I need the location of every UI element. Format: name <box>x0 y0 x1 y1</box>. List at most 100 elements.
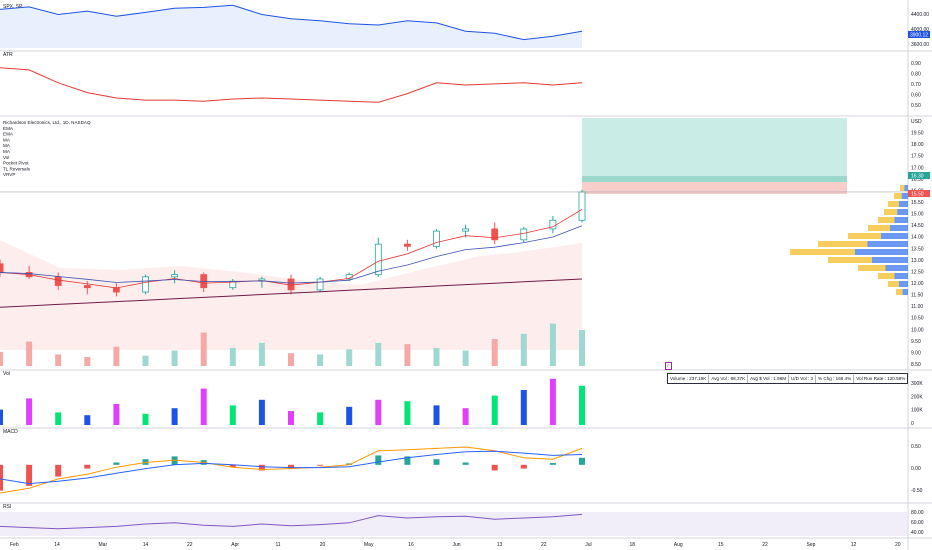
vrvp-bar-up <box>790 249 855 255</box>
volume-bar <box>200 388 207 425</box>
macd-histogram-bar <box>433 459 440 465</box>
overlay-volume-bar <box>549 323 556 366</box>
candle-body <box>316 278 324 291</box>
volume-bar <box>404 401 411 425</box>
candle-body <box>0 263 4 273</box>
volume-bar <box>113 404 120 425</box>
vrvp-bar-up <box>878 217 895 223</box>
ema-fast-line <box>0 209 583 289</box>
volume-bar <box>520 390 527 425</box>
event-flag[interactable]: F <box>665 362 672 370</box>
spx-line <box>0 4 583 41</box>
macd-histogram-bar <box>375 455 382 465</box>
stop-zone[interactable] <box>582 182 847 194</box>
main-axis-tick: 11.00 <box>911 304 923 310</box>
volume-bar <box>258 399 265 425</box>
target-zone[interactable] <box>582 118 847 176</box>
legend-entry: TL Reversals <box>3 166 31 171</box>
main-axis-tick: 11.50 <box>911 293 923 299</box>
rsi-pane-label: RSI <box>3 504 11 510</box>
time-axis-label: 12 <box>851 542 857 548</box>
overlay-volume-bar <box>288 353 294 366</box>
vrvp-bar-down <box>885 265 908 271</box>
main-axis-tick: 12.00 <box>911 281 924 287</box>
rsi-axis-tick: 40.00 <box>911 530 924 536</box>
main-axis-tick: 17.00 <box>911 165 924 171</box>
vrvp-bar-down <box>890 225 908 231</box>
vrvp-bar-down <box>854 249 908 255</box>
vrvp-bar-up <box>888 281 899 287</box>
vrvp-bar-down <box>881 233 908 239</box>
stat-vol-run-rate: Vol Run Rate : 120.58% <box>856 375 906 381</box>
vrvp-bar-down <box>897 209 908 215</box>
time-axis-label: 22 <box>187 542 193 548</box>
spx-last-box <box>908 31 930 38</box>
main-axis-tick: 14.00 <box>911 235 924 241</box>
rsi-axis-tick: 60.00 <box>911 520 924 526</box>
vrvp-bar-up <box>848 233 881 239</box>
overlay-volume-bar <box>462 350 469 366</box>
macd-histogram-bar <box>84 464 91 469</box>
time-axis-label: 18 <box>630 542 636 548</box>
atr-line <box>0 67 583 103</box>
main-axis-tick: USD <box>911 119 922 125</box>
main-axis-tick: 9.50 <box>911 339 921 345</box>
atr-axis-tick: 0.90 <box>911 61 921 67</box>
volume-bar <box>171 408 178 425</box>
ma-long-line <box>0 278 583 308</box>
spx-pane-label: SPX, SP <box>3 4 23 10</box>
stat-pct-chg: % Chg : 168.4% <box>816 374 855 383</box>
ema-slow-line <box>0 225 583 284</box>
macd-histogram-bar <box>26 464 33 486</box>
price-label-box <box>908 172 930 179</box>
candle-body <box>491 228 499 241</box>
time-axis-label: 22 <box>762 542 768 548</box>
main-axis-tick: 17.50 <box>911 154 924 160</box>
atr-pane-label: ATR <box>3 52 13 58</box>
candle-body <box>403 243 411 247</box>
vrvp-bar-up <box>900 185 905 191</box>
legend-entry: EMA <box>3 132 14 137</box>
vrvp-bar-up <box>828 257 872 263</box>
main-axis-tick: 15.00 <box>911 212 924 218</box>
overlay-volume-bar <box>375 342 382 366</box>
volume-bar <box>549 378 556 425</box>
vrvp-bar-down <box>902 289 908 295</box>
legend-entry: MA <box>3 137 11 142</box>
vol-axis-tick: 200K <box>911 394 923 400</box>
overlay-volume-bar <box>84 357 91 366</box>
vrvp-bar-down <box>872 257 908 263</box>
entry-band <box>582 176 847 182</box>
vrvp-bar-down <box>894 217 908 223</box>
time-axis-label: 22 <box>541 542 547 548</box>
time-axis-label: Aug <box>674 542 683 548</box>
time-axis-label: Mar <box>99 542 108 548</box>
spx-axis-tick: 3600.00 <box>911 42 929 48</box>
vrvp-bar-up <box>868 225 890 231</box>
stop-label-box <box>908 190 930 197</box>
vrvp-bar-down <box>894 273 908 279</box>
volume-profile <box>790 185 908 295</box>
main-axis-tick: 13.00 <box>911 258 924 264</box>
macd-line <box>0 446 583 494</box>
overlay-volume-bar <box>346 349 353 366</box>
candle-body <box>142 276 149 293</box>
time-axis-label: May <box>364 542 374 548</box>
volume-series <box>0 378 585 425</box>
legend-entry: MA <box>3 143 11 148</box>
macd-histogram-bar <box>579 457 585 465</box>
main-legend: Richardson Electronics, Ltd., 1D, NASDAQ… <box>3 120 91 177</box>
main-axis-tick: 16.50 <box>911 177 924 183</box>
overlay-volume-bar <box>404 344 411 366</box>
time-axis-label: 11 <box>276 542 281 548</box>
main-axis-tick: 15.50 <box>911 200 924 206</box>
macd-histogram-bar <box>462 462 469 465</box>
overlay-volume-bar <box>317 354 324 366</box>
macd-histogram-bar <box>171 456 178 465</box>
macd-histogram-bar <box>229 464 236 468</box>
main-axis-tick: 14.50 <box>911 223 924 229</box>
stat-avg-vol: Avg Vol : 88.37K <box>709 374 749 383</box>
price-axes: 4400.00 4000.00 3600.00 0.90 0.80 0.70 0.60 0.5… <box>911 12 929 536</box>
macd-axis-tick: 0.50 <box>911 444 921 450</box>
candle-body <box>433 230 440 247</box>
